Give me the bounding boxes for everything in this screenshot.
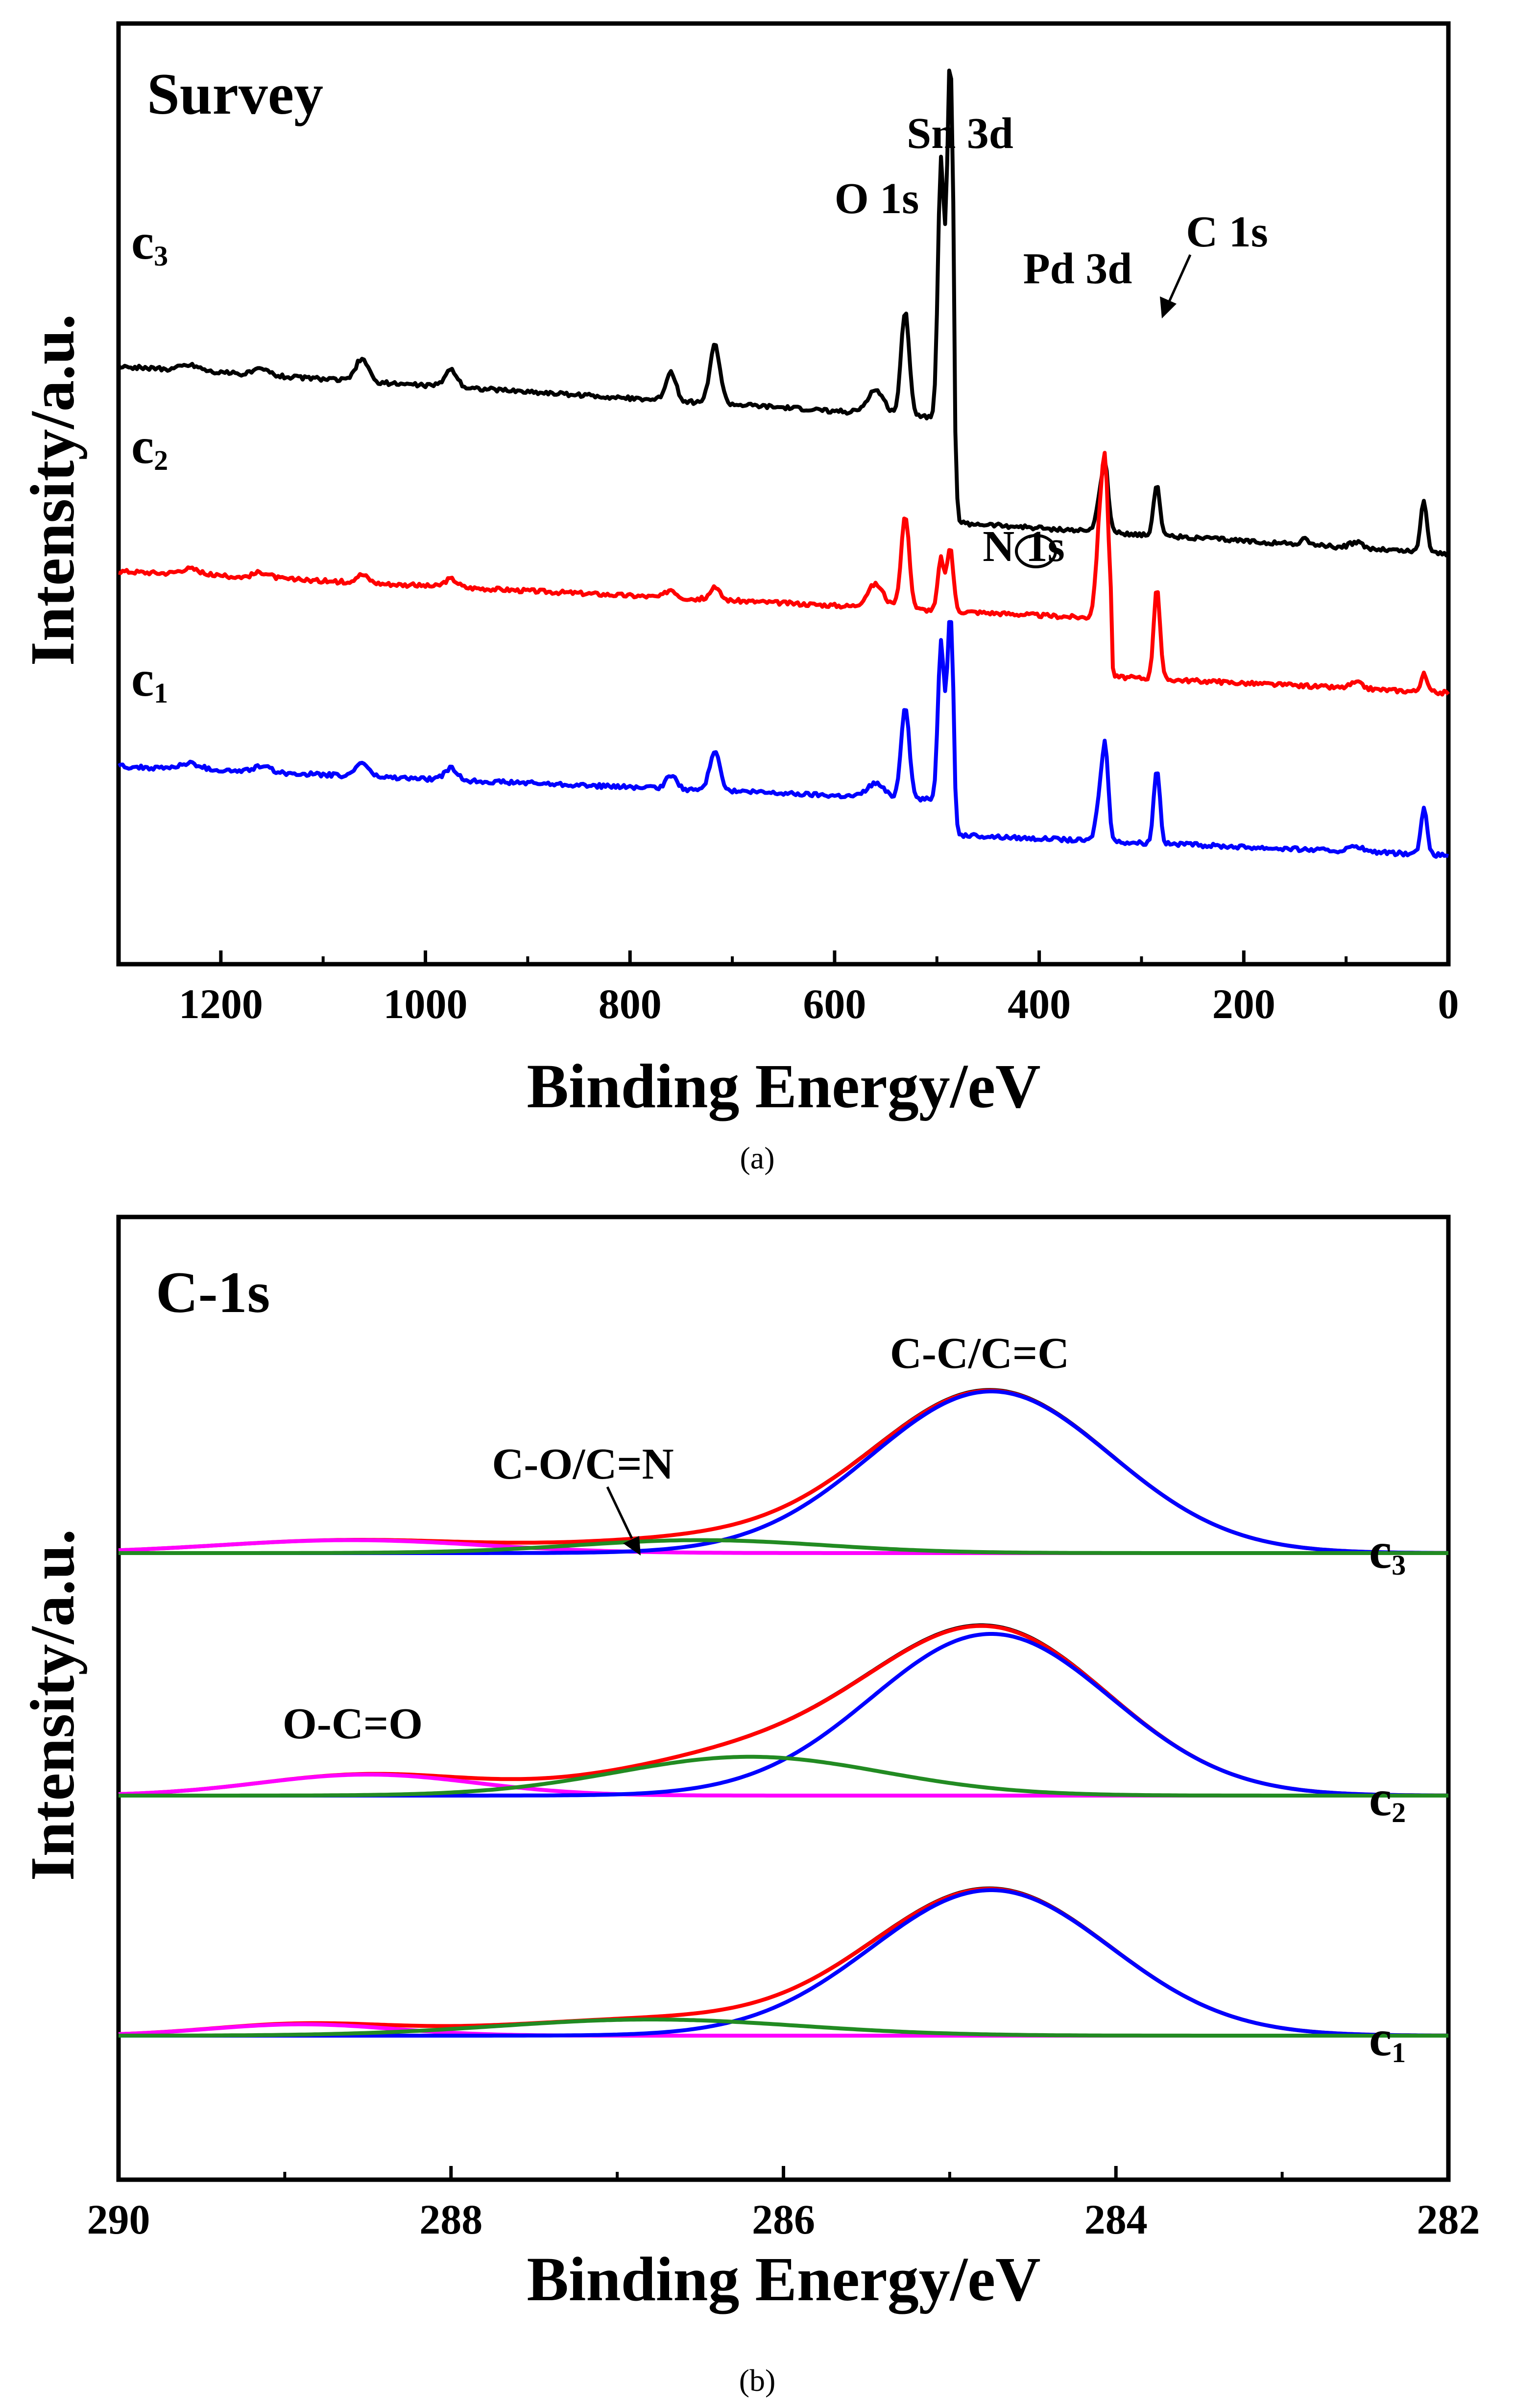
panel-a-label-c3-sub: 3 <box>154 240 168 272</box>
panel-a-label-c2-sub: 2 <box>154 444 168 476</box>
x-tick-label: 282 <box>1417 2196 1480 2243</box>
panel-b-label-c1-sub: 1 <box>1392 2037 1406 2068</box>
caption-a: (a) <box>740 1141 774 1175</box>
annotation-c1s: C 1s <box>1186 208 1268 256</box>
caption-b: (b) <box>739 2363 776 2398</box>
x-tick-label: 290 <box>87 2196 150 2243</box>
panel-b: 290 288 286 284 282 C-1s Binding Energy/eV I… <box>18 1215 1480 2314</box>
panel-b-label-c2-sub: 2 <box>1392 1797 1406 1828</box>
panel-a: 1200 1000 800 600 400 200 0 Survey Binding Ene… <box>18 21 1459 1121</box>
raw-data-c1 <box>118 1886 1448 2038</box>
x-tick-label: 286 <box>752 2196 815 2243</box>
x-tick-label: 1000 <box>384 980 468 1027</box>
x-tick-label: 200 <box>1212 980 1275 1027</box>
panel-a-series <box>117 69 1450 859</box>
panel-a-x-ticks: 1200 1000 800 600 400 200 0 <box>117 950 1459 1027</box>
annotation-coc: C-O/C=N <box>492 1440 673 1488</box>
panel-b-label-c3-sub: 3 <box>1392 1549 1406 1581</box>
x-tick-label: 288 <box>419 2196 482 2243</box>
component-coc-c2 <box>119 1754 1448 1798</box>
panel-b-series <box>118 1388 1449 2038</box>
panel-a-label-c1-sub: 1 <box>154 677 168 709</box>
c1s-arrow-head <box>1160 296 1177 318</box>
fit-envelope-c1 <box>118 1887 1448 2038</box>
panel-b-label-c2-letter: c <box>1369 1770 1392 1826</box>
x-tick-label: 400 <box>1008 980 1071 1027</box>
c1s-arrow-line <box>1167 254 1192 305</box>
panel-a-label-c3-letter: c <box>131 214 154 270</box>
panel-a-x-axis-label: Binding Energy/eV <box>527 1051 1040 1121</box>
panel-b-label-c1-letter: c <box>1369 2010 1392 2067</box>
raw-data-c3 <box>118 1388 1449 1555</box>
x-tick-label: 600 <box>803 980 866 1027</box>
coc-arrow-line <box>606 1486 633 1539</box>
panel-a-label-c3: c3 <box>131 214 168 272</box>
series-line-c3 <box>118 620 1449 859</box>
panel-b-label-c1: c1 <box>1369 2010 1406 2068</box>
annotation-pd3d: Pd 3d <box>1023 244 1132 293</box>
panel-a-label-c2: c2 <box>131 418 168 476</box>
series-line-c1 <box>117 69 1450 558</box>
x-tick-label: 0 <box>1438 980 1459 1027</box>
annotation-cc: C-C/C=C <box>890 1329 1069 1378</box>
panel-a-frame <box>116 21 1451 967</box>
panel-b-label-c3-letter: c <box>1369 1523 1392 1579</box>
x-tick-label: 1200 <box>179 980 263 1027</box>
panel-a-y-axis-label: Intensity/a.u. <box>18 314 87 666</box>
coc-arrow-head <box>623 1536 641 1556</box>
panel-a-title: Survey <box>147 61 323 126</box>
panel-b-title: C-1s <box>156 1260 270 1325</box>
component-cc-c3 <box>119 1389 1448 1555</box>
panel-a-label-c2-letter: c <box>131 418 154 474</box>
panel-a-label-c1-letter: c <box>131 651 154 707</box>
component-coc-c3 <box>119 1538 1448 1555</box>
component-coc-c1 <box>119 2018 1448 2038</box>
annotation-oco: O-C=O <box>283 1700 423 1748</box>
panel-b-y-axis-label: Intensity/a.u. <box>18 1529 87 1881</box>
series-line-c2 <box>118 451 1450 697</box>
x-tick-label: 800 <box>599 980 662 1027</box>
annotation-sn3d: Sn 3d <box>907 109 1013 158</box>
component-cc-c1 <box>119 1888 1448 2038</box>
panel-b-x-axis-label: Binding Energy/eV <box>527 2244 1040 2314</box>
panel-a-label-c1: c1 <box>131 651 168 709</box>
annotation-o1s: O 1s <box>835 174 919 223</box>
panel-b-label-c2: c2 <box>1369 1770 1406 1828</box>
panel-b-label-c3: c3 <box>1369 1523 1406 1581</box>
x-tick-label: 284 <box>1084 2196 1148 2243</box>
panel-b-x-ticks: 290 288 286 284 282 <box>87 2166 1480 2243</box>
fit-envelope-c3 <box>118 1388 1448 1555</box>
n1s-circle <box>1015 534 1057 568</box>
